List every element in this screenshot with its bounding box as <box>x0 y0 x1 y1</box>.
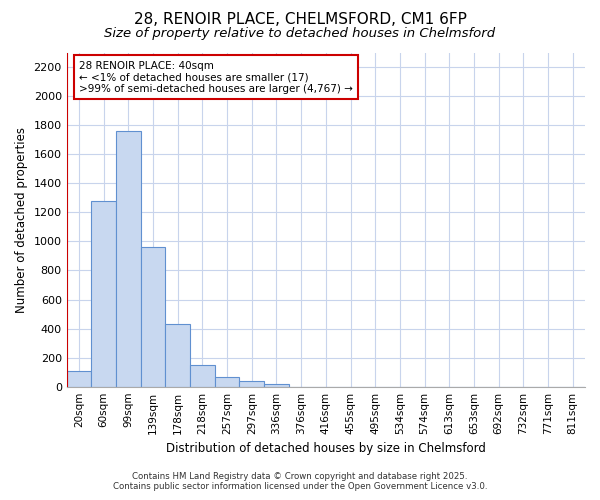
Y-axis label: Number of detached properties: Number of detached properties <box>15 126 28 312</box>
Text: 28 RENOIR PLACE: 40sqm
← <1% of detached houses are smaller (17)
>99% of semi-de: 28 RENOIR PLACE: 40sqm ← <1% of detached… <box>79 60 353 94</box>
Bar <box>91 200 116 386</box>
Bar <box>116 131 141 386</box>
Bar <box>264 384 289 386</box>
Bar <box>141 247 166 386</box>
Bar <box>215 376 239 386</box>
Bar <box>190 365 215 386</box>
Text: Contains HM Land Registry data © Crown copyright and database right 2025.
Contai: Contains HM Land Registry data © Crown c… <box>113 472 487 491</box>
Bar <box>67 370 91 386</box>
Bar <box>166 324 190 386</box>
Text: Size of property relative to detached houses in Chelmsford: Size of property relative to detached ho… <box>104 28 496 40</box>
Bar <box>239 381 264 386</box>
Text: 28, RENOIR PLACE, CHELMSFORD, CM1 6FP: 28, RENOIR PLACE, CHELMSFORD, CM1 6FP <box>134 12 466 28</box>
X-axis label: Distribution of detached houses by size in Chelmsford: Distribution of detached houses by size … <box>166 442 486 455</box>
